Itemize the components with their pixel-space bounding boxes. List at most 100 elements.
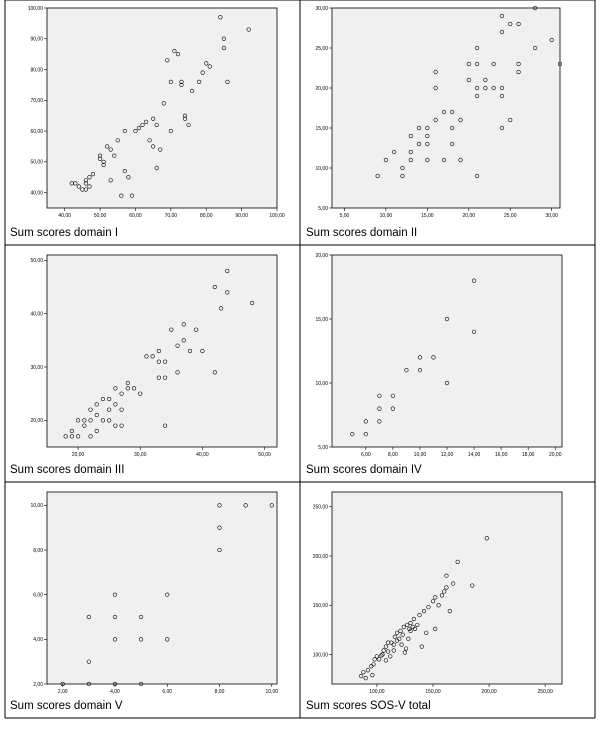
data-point <box>181 322 186 327</box>
caption-domain-2: Sum scores domain II <box>306 227 418 239</box>
y-tick-label: 10,00 <box>30 503 43 509</box>
data-point <box>400 165 405 171</box>
x-tick-label: 18,00 <box>522 452 535 458</box>
y-tick-label: 80,00 <box>30 67 43 73</box>
data-point <box>458 157 463 163</box>
data-point <box>154 122 159 128</box>
data-point <box>69 428 74 434</box>
y-tick-label: 70,00 <box>30 98 43 104</box>
data-point <box>424 630 429 635</box>
data-point <box>73 181 78 186</box>
data-point <box>151 116 156 121</box>
data-point <box>383 658 388 663</box>
data-point <box>221 45 227 51</box>
data-point <box>86 614 91 620</box>
data-point <box>88 418 93 423</box>
data-point <box>97 156 103 161</box>
y-tick-label: 100,00 <box>28 6 44 12</box>
data-point <box>499 29 505 35</box>
x-tick-label: 50,00 <box>94 213 107 219</box>
data-point <box>433 595 438 600</box>
y-tick-label: 25,00 <box>315 46 328 52</box>
data-point <box>377 393 382 398</box>
data-point <box>425 133 430 139</box>
x-tick-label: 100,00 <box>369 689 385 695</box>
data-point <box>421 609 427 614</box>
data-point <box>156 375 161 380</box>
y-tick-label: 30,00 <box>315 6 328 12</box>
data-point <box>87 175 92 180</box>
data-point <box>194 327 199 332</box>
data-point <box>408 133 413 139</box>
plot-area <box>46 254 278 448</box>
y-tick-label: 10,00 <box>315 381 328 387</box>
panel-domain-4: 6,00 8,00 10,00 12,00 14,00 16,00 18,00 20,00 5,… <box>300 245 600 482</box>
x-tick-label: 4,00 <box>110 689 120 695</box>
y-tick-label: 50,00 <box>30 258 43 264</box>
data-point <box>172 48 177 54</box>
x-tick-label: 20,00 <box>549 452 562 458</box>
data-point <box>87 184 92 189</box>
data-point <box>112 637 118 642</box>
y-tick-label: 20,00 <box>30 418 43 424</box>
data-point <box>108 178 113 183</box>
data-point <box>447 609 452 614</box>
data-point <box>402 650 408 655</box>
data-point <box>549 37 554 43</box>
plot-area <box>331 7 561 209</box>
data-point <box>168 128 173 134</box>
data-point <box>169 327 174 332</box>
data-point <box>113 402 118 407</box>
data-point <box>75 418 81 423</box>
y-tick-label: 15,00 <box>315 126 328 132</box>
data-point <box>516 69 521 75</box>
x-tick-label: 6,00 <box>361 452 371 458</box>
data-point <box>86 681 91 687</box>
plot-area <box>331 254 563 448</box>
y-tick-label: 20,00 <box>315 86 328 92</box>
data-point <box>125 386 130 391</box>
data-point <box>450 109 455 115</box>
data-point <box>415 622 420 628</box>
y-tick-label: 200,00 <box>313 554 329 560</box>
y-tick-label: 8,00 <box>33 548 43 554</box>
data-point <box>417 368 423 373</box>
data-point <box>557 61 563 67</box>
y-tick-label: 30,00 <box>30 365 43 371</box>
data-point <box>499 125 505 131</box>
data-point <box>516 21 521 27</box>
data-point <box>391 642 396 647</box>
y-tick-label: 60,00 <box>30 129 43 135</box>
x-tick-label: 12,00 <box>441 452 454 458</box>
data-point <box>113 423 118 428</box>
data-point <box>374 654 379 659</box>
data-point <box>126 175 131 180</box>
x-tick-label: 16,00 <box>495 452 508 458</box>
y-tick-label: 40,00 <box>30 190 43 196</box>
data-point <box>450 125 455 131</box>
x-tick-label: 8,00 <box>215 689 225 695</box>
data-point <box>107 418 112 423</box>
data-point <box>225 79 230 84</box>
x-tick-label: 250,00 <box>538 689 554 695</box>
data-point <box>417 612 422 618</box>
x-tick-label: 60,00 <box>129 213 142 219</box>
data-point <box>419 644 424 649</box>
x-tick-label: 10,00 <box>414 452 427 458</box>
data-point <box>399 642 404 647</box>
y-tick-label: 2,00 <box>33 682 43 688</box>
data-point <box>430 599 436 604</box>
data-point <box>175 370 180 375</box>
data-point <box>207 64 212 69</box>
data-point <box>363 419 368 424</box>
data-point <box>433 85 438 91</box>
data-point <box>417 355 423 360</box>
data-point <box>225 268 230 274</box>
data-point <box>405 622 410 628</box>
data-point <box>100 396 106 402</box>
data-point <box>175 343 180 348</box>
data-point <box>112 681 118 687</box>
data-point <box>363 675 368 681</box>
data-point <box>444 316 450 322</box>
x-tick-label: 20,00 <box>463 213 476 219</box>
